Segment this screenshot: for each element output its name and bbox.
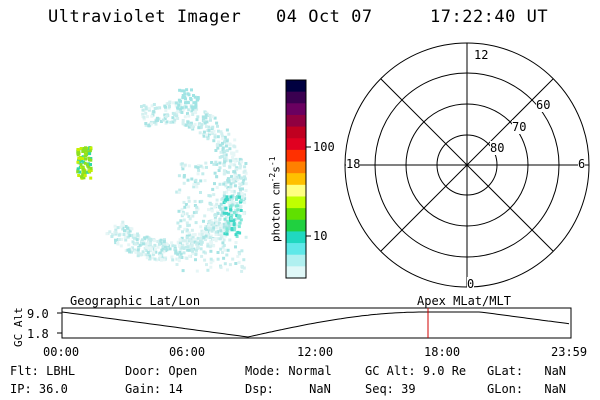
colorbar-swatch: [286, 114, 306, 128]
colorbar-swatch: [286, 138, 306, 151]
info-gcalt-value: 9.0 Re: [422, 364, 467, 378]
info-door-label: Door:: [125, 364, 162, 378]
timeline-ytick-1-8: 1.8: [27, 327, 49, 341]
colorbar-swatch: [286, 219, 306, 233]
colorbar-swatch: [286, 184, 306, 198]
timeline-left-title: Geographic Lat/Lon: [70, 294, 201, 308]
colorbar-swatch: [286, 103, 306, 116]
info-dsp-label: Dsp:: [245, 382, 274, 396]
info-flt: Flt: LBHL: [10, 364, 75, 378]
timeline-xtick-18: 18:00: [424, 345, 461, 359]
info-gain-label: Gain:: [125, 382, 162, 396]
colorbar-tick-10: 10: [313, 229, 328, 243]
info-mode-label: Mode:: [245, 364, 282, 378]
timeline-right-title: Apex MLat/MLT: [417, 294, 511, 308]
timeline-ylabel: GC Alt: [12, 307, 25, 347]
colorbar-swatch: [286, 231, 306, 244]
info-glon-label: GLon:: [487, 382, 524, 396]
app-title: Ultraviolet Imager: [48, 7, 242, 27]
info-ip-label: IP:: [10, 382, 32, 396]
info-mode-value: Normal: [288, 364, 332, 378]
mlt-label-6: 6: [578, 157, 586, 171]
info-door: Door: Open: [125, 364, 197, 378]
mlt-label-0: 0: [467, 277, 475, 291]
mlat-label-70: 70: [512, 120, 527, 134]
colorbar-swatch: [286, 80, 306, 93]
info-flt-label: Flt:: [10, 364, 39, 378]
colorbar-swatch: [286, 208, 306, 221]
mlt-label-18: 18: [346, 157, 361, 171]
mlat-label-60: 60: [536, 98, 551, 112]
info-seq-value: 39: [401, 382, 416, 396]
info-glon-value: NaN: [544, 382, 567, 396]
mlat-label-80: 80: [490, 141, 505, 155]
info-dsp-value: NaN: [309, 382, 331, 396]
info-gcalt: GC Alt: 9.0 Re: [365, 364, 466, 378]
timeline-xtick-12: 12:00: [297, 345, 334, 359]
colorbar-swatch: [286, 196, 306, 209]
colorbar-swatch: [286, 126, 306, 139]
info-glat-value: NaN: [544, 364, 567, 378]
colorbar-swatch: [286, 254, 306, 267]
info-ip: IP: 36.0: [10, 382, 68, 396]
info-mode: Mode: Normal: [245, 364, 332, 378]
altitude-curve: [61, 311, 570, 338]
colorbar-swatch: [286, 91, 306, 104]
colorbar-swatch: [286, 266, 306, 279]
info-glon: GLon: NaN: [487, 382, 566, 396]
info-glat-label: GLat:: [487, 364, 524, 378]
info-ip-value: 36.0: [38, 382, 68, 396]
timeline-ytick-9: 9.0: [27, 307, 49, 321]
info-seq-label: Seq:: [365, 382, 394, 396]
mlt-label-12: 12: [474, 48, 489, 62]
timeline-xtick-0: 00:00: [43, 345, 80, 359]
info-door-value: Open: [168, 364, 198, 378]
colorbar-swatch: [286, 161, 306, 174]
info-flt-value: LBHL: [46, 364, 76, 378]
colorbar-swatch: [286, 149, 306, 163]
info-seq: Seq: 39: [365, 382, 416, 396]
info-dsp: Dsp: NaN: [245, 382, 331, 396]
time-label: 17:22:40 UT: [430, 7, 549, 27]
colorbar-swatch: [286, 173, 306, 186]
colorbar-tick-100: 100: [313, 140, 335, 154]
colorbar-swatch: [286, 243, 306, 256]
timeline-xtick-end: 23:59: [551, 345, 588, 359]
info-gcalt-label: GC Alt:: [365, 364, 416, 378]
timeline-xtick-6: 06:00: [169, 345, 206, 359]
info-gain: Gain: 14: [125, 382, 183, 396]
auroral-emission-pattern: [76, 88, 248, 273]
info-glat: GLat: NaN: [487, 364, 566, 378]
polar-diagonal-b: [380, 78, 554, 252]
info-gain-value: 14: [168, 382, 183, 396]
date-label: 04 Oct 07: [276, 7, 373, 27]
